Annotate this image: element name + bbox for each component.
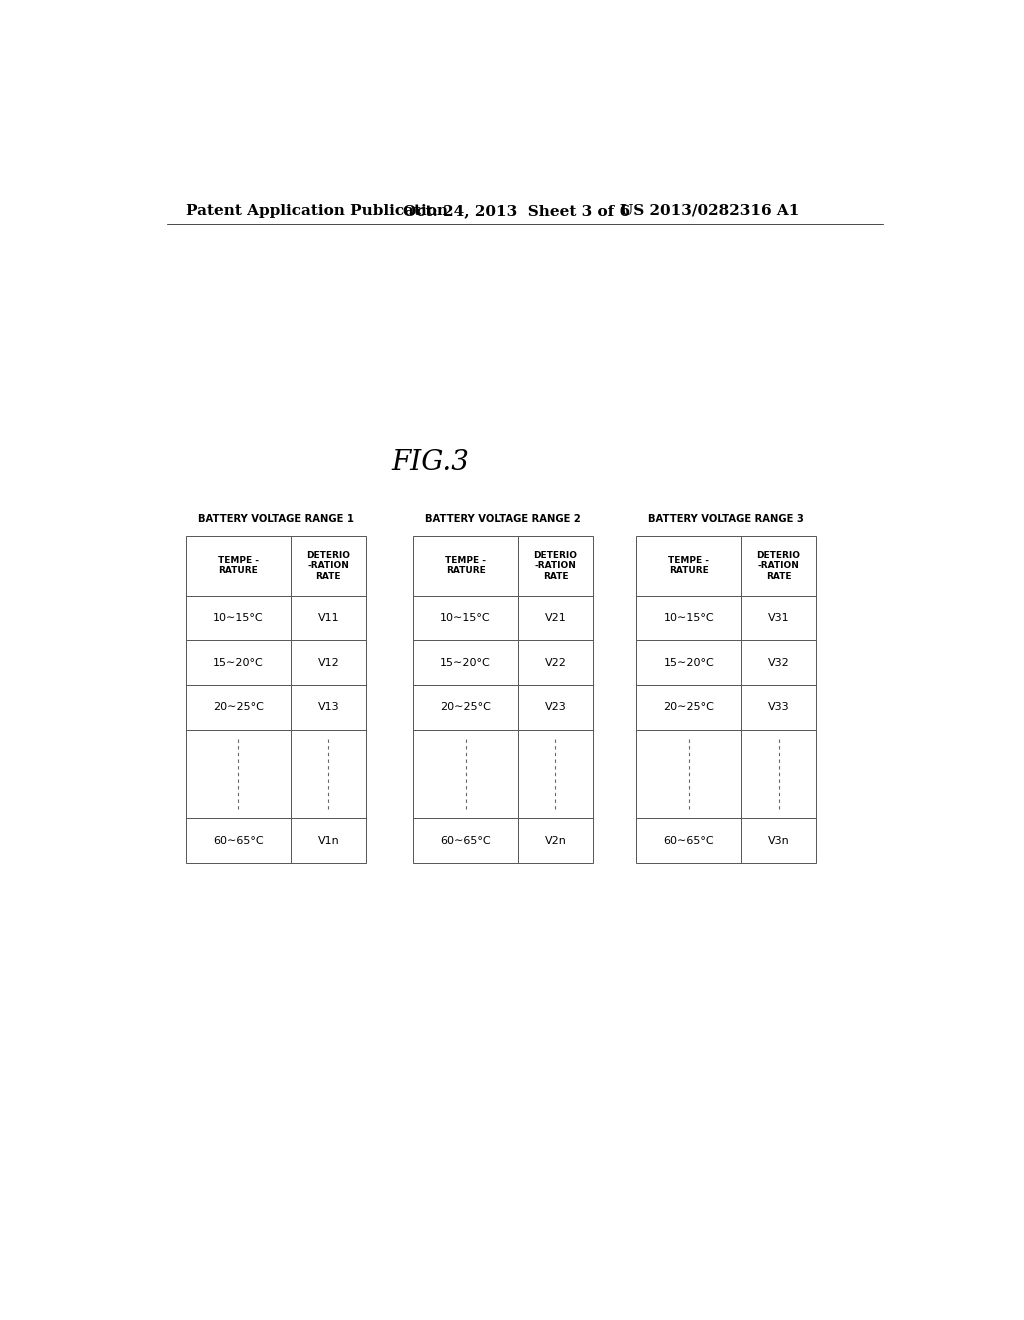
Text: 10∼15°C: 10∼15°C: [664, 612, 714, 623]
Text: V23: V23: [545, 702, 566, 713]
Text: V1n: V1n: [317, 836, 339, 846]
Text: Patent Application Publication: Patent Application Publication: [186, 203, 449, 218]
Text: BATTERY VOLTAGE RANGE 2: BATTERY VOLTAGE RANGE 2: [425, 513, 581, 524]
Text: 60∼65°C: 60∼65°C: [664, 836, 714, 846]
Text: 20∼25°C: 20∼25°C: [440, 702, 490, 713]
Text: V11: V11: [317, 612, 339, 623]
Text: V33: V33: [768, 702, 790, 713]
Text: 15∼20°C: 15∼20°C: [213, 657, 264, 668]
Text: V13: V13: [317, 702, 339, 713]
Bar: [186, 536, 366, 863]
Text: 20∼25°C: 20∼25°C: [664, 702, 714, 713]
Text: DETERIO
-RATION
RATE: DETERIO -RATION RATE: [306, 550, 350, 581]
Bar: [414, 536, 593, 863]
Text: 60∼65°C: 60∼65°C: [213, 836, 264, 846]
Text: V12: V12: [317, 657, 339, 668]
Text: FIG.3: FIG.3: [391, 449, 469, 477]
Text: BATTERY VOLTAGE RANGE 3: BATTERY VOLTAGE RANGE 3: [648, 513, 804, 524]
Text: TEMPE -
RATURE: TEMPE - RATURE: [218, 556, 259, 576]
Text: V22: V22: [545, 657, 566, 668]
Text: TEMPE -
RATURE: TEMPE - RATURE: [445, 556, 486, 576]
Text: 15∼20°C: 15∼20°C: [440, 657, 490, 668]
Text: DETERIO
-RATION
RATE: DETERIO -RATION RATE: [757, 550, 801, 581]
Bar: [636, 536, 816, 863]
Text: V2n: V2n: [545, 836, 566, 846]
Text: 20∼25°C: 20∼25°C: [213, 702, 264, 713]
Text: V3n: V3n: [768, 836, 790, 846]
Text: V32: V32: [768, 657, 790, 668]
Text: 10∼15°C: 10∼15°C: [213, 612, 264, 623]
Text: 60∼65°C: 60∼65°C: [440, 836, 490, 846]
Text: 15∼20°C: 15∼20°C: [664, 657, 714, 668]
Text: Oct. 24, 2013  Sheet 3 of 6: Oct. 24, 2013 Sheet 3 of 6: [403, 203, 630, 218]
Text: DETERIO
-RATION
RATE: DETERIO -RATION RATE: [534, 550, 578, 581]
Text: V31: V31: [768, 612, 790, 623]
Text: V21: V21: [545, 612, 566, 623]
Text: TEMPE -
RATURE: TEMPE - RATURE: [669, 556, 710, 576]
Text: US 2013/0282316 A1: US 2013/0282316 A1: [621, 203, 800, 218]
Text: BATTERY VOLTAGE RANGE 1: BATTERY VOLTAGE RANGE 1: [198, 513, 354, 524]
Text: 10∼15°C: 10∼15°C: [440, 612, 490, 623]
